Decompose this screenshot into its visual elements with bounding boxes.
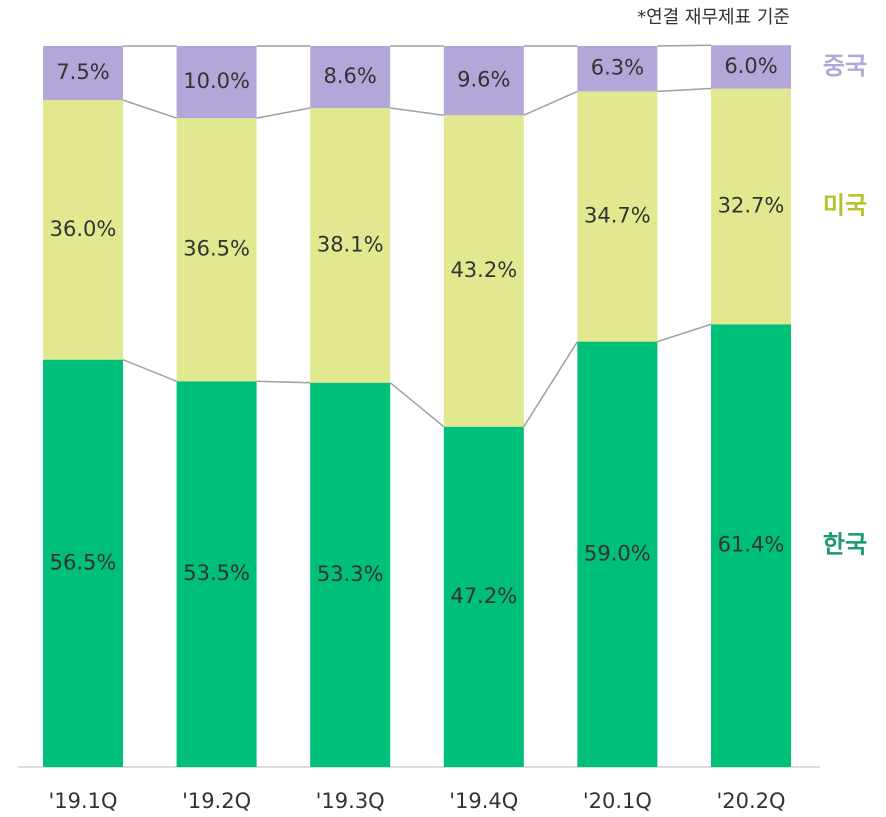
connector-line: [390, 107, 444, 116]
connector-line: [389, 382, 445, 428]
connector-line: [256, 380, 311, 384]
value-label: 8.6%: [324, 64, 377, 88]
note: *연결 재무제표 기준: [637, 7, 790, 28]
legend-label: 중국: [823, 52, 867, 80]
bar-segment: [176, 118, 257, 382]
x-tick-label: '20.2Q: [716, 789, 785, 813]
bar-segment: [176, 46, 257, 119]
value-label: 32.7%: [718, 193, 785, 217]
bar-segment: [711, 45, 791, 89]
value-label: 61.4%: [718, 533, 785, 557]
connector-line: [657, 87, 712, 93]
bar-segment: [310, 46, 391, 109]
bar-segment: [310, 382, 391, 767]
bar-segment: [43, 359, 123, 767]
x-tick-label: '19.4Q: [449, 789, 518, 813]
connector-line: [523, 341, 579, 428]
bar-segment: [577, 46, 658, 92]
legend-label: 미국: [823, 191, 867, 219]
connector-line: [523, 90, 578, 116]
bar-segment: [443, 46, 524, 116]
value-label: 6.3%: [591, 56, 644, 80]
bar-segment: [310, 108, 391, 383]
value-label: 53.5%: [183, 561, 250, 585]
value-label: 6.0%: [724, 54, 777, 78]
connector-line: [122, 99, 177, 119]
bar-segment: [443, 426, 524, 767]
x-tick-label: '20.1Q: [583, 789, 652, 813]
bar-segment: [711, 88, 791, 325]
value-label: 36.5%: [183, 237, 250, 261]
value-label: 10.0%: [183, 69, 250, 93]
value-label: 7.5%: [56, 60, 109, 84]
legend-label: 한국: [823, 531, 867, 559]
x-tick-label: '19.1Q: [48, 789, 117, 813]
bar-segment: [577, 341, 658, 767]
connector-line: [122, 358, 177, 382]
bar-segment: [43, 46, 123, 101]
value-label: 43.2%: [450, 258, 517, 282]
x-tick-label: '19.2Q: [182, 789, 251, 813]
bar-segment: [443, 115, 524, 427]
value-label: 38.1%: [317, 232, 384, 256]
value-label: 59.0%: [584, 541, 651, 565]
value-label: 34.7%: [584, 204, 651, 228]
connector-line: [657, 323, 712, 343]
bar-segment: [43, 100, 123, 360]
value-label: 36.0%: [50, 217, 117, 241]
connector-line: [657, 44, 712, 47]
value-label: 9.6%: [457, 68, 510, 92]
bar-segment: [577, 91, 658, 342]
bar-segment: [711, 324, 791, 767]
value-label: 53.3%: [317, 562, 384, 586]
bar-segment: [176, 381, 257, 767]
value-label: 47.2%: [450, 584, 517, 608]
value-label: 56.5%: [50, 550, 117, 574]
x-tick-label: '19.3Q: [316, 789, 385, 813]
connector-line: [256, 107, 311, 119]
